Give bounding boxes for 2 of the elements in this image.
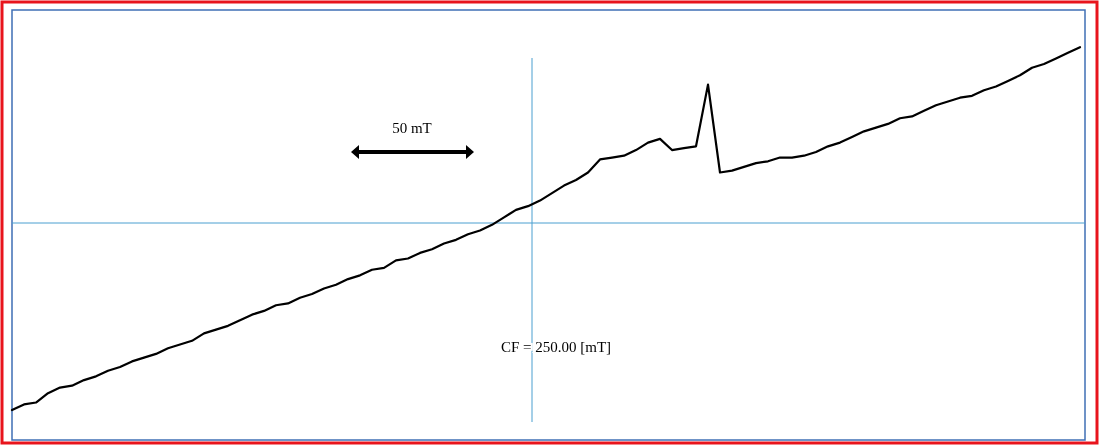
annotation: 50 mT	[392, 120, 432, 136]
annotation: CF = 250.00 [mT]	[500, 339, 612, 355]
